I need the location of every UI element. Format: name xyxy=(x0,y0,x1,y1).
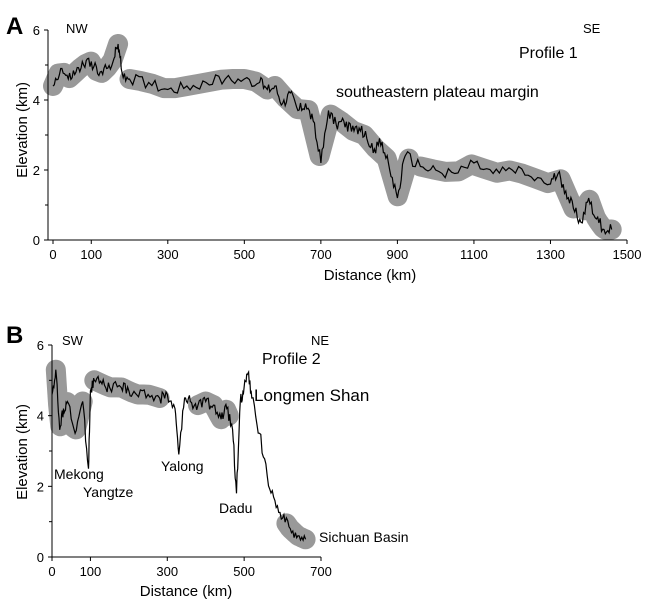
y-tick-label-a-2: 4 xyxy=(33,93,40,108)
y-tick-label-b-3: 6 xyxy=(37,338,44,353)
panel-b-dir-left: SW xyxy=(62,333,84,348)
panel-a-ticks: 0 100 300 500 700 900 1100 1300 1500 0 2 4 6 xyxy=(33,23,642,262)
panel-b-label: B xyxy=(6,322,23,349)
y-tick-label-a-0: 0 xyxy=(33,233,40,248)
y-tick-label-a-3: 6 xyxy=(33,23,40,38)
annotation-yangtze: Yangtze xyxy=(83,484,134,500)
highlight-band-b-0 xyxy=(45,359,93,440)
x-tick-label-b-4: 700 xyxy=(310,564,332,579)
panel-a-ylabel: Elevation (km) xyxy=(14,82,31,178)
x-tick-label-a-0: 0 xyxy=(49,247,56,262)
x-tick-label-a-4: 700 xyxy=(310,247,332,262)
panel-b-dir-right: NE xyxy=(311,333,329,348)
panel-a-profile-line xyxy=(52,43,613,236)
x-tick-label-a-5: 900 xyxy=(387,247,409,262)
x-tick-label-a-1: 100 xyxy=(80,247,102,262)
x-tick-label-b-3: 500 xyxy=(233,564,255,579)
x-tick-label-a-7: 1300 xyxy=(536,247,565,262)
panel-b: B SW NE Profile 2 0 100 300 500 700 0 2 4 6 Meko… xyxy=(6,322,409,600)
x-tick-label-b-1: 100 xyxy=(80,564,102,579)
x-tick-label-a-8: 1500 xyxy=(613,247,642,262)
y-tick-label-b-0: 0 xyxy=(37,550,44,565)
x-tick-label-b-0: 0 xyxy=(48,564,55,579)
panel-b-title: Profile 2 xyxy=(262,351,321,368)
panel-b-profile-line xyxy=(51,369,307,543)
annotation-yalong: Yalong xyxy=(161,458,204,474)
panel-a-dir-right: SE xyxy=(583,21,601,36)
highlight-band-a-4 xyxy=(574,189,622,240)
y-tick-label-b-2: 4 xyxy=(37,409,44,424)
x-tick-label-a-6: 1100 xyxy=(460,247,488,262)
panel-a-annotation: southeastern plateau margin xyxy=(336,84,539,101)
annotation-dadu: Dadu xyxy=(219,500,252,516)
panel-a-label: A xyxy=(6,13,23,40)
x-tick-label-a-3: 500 xyxy=(233,247,255,262)
panel-a-highlights xyxy=(43,34,622,240)
panel-b-ticks: 0 100 300 500 700 0 2 4 6 xyxy=(37,338,332,579)
panel-b-ylabel: Elevation (km) xyxy=(14,404,31,500)
annotation-sichuan-basin: Sichuan Basin xyxy=(319,529,409,545)
panel-a-title: Profile 1 xyxy=(519,45,578,62)
x-tick-label-b-2: 300 xyxy=(156,564,178,579)
panel-b-xlabel: Distance (km) xyxy=(140,583,233,600)
y-tick-label-a-1: 2 xyxy=(33,163,40,178)
panel-a: A NW SE Profile 1 southeastern plateau m… xyxy=(6,13,641,284)
panel-a-xlabel: Distance (km) xyxy=(324,267,417,284)
annotation-longmen-shan: Longmen Shan xyxy=(254,386,369,405)
x-tick-label-a-2: 300 xyxy=(157,247,179,262)
panel-a-dir-left: NW xyxy=(66,21,88,36)
highlight-band-a-3 xyxy=(410,154,584,219)
annotation-mekong: Mekong xyxy=(54,466,104,482)
y-tick-label-b-1: 2 xyxy=(37,479,44,494)
